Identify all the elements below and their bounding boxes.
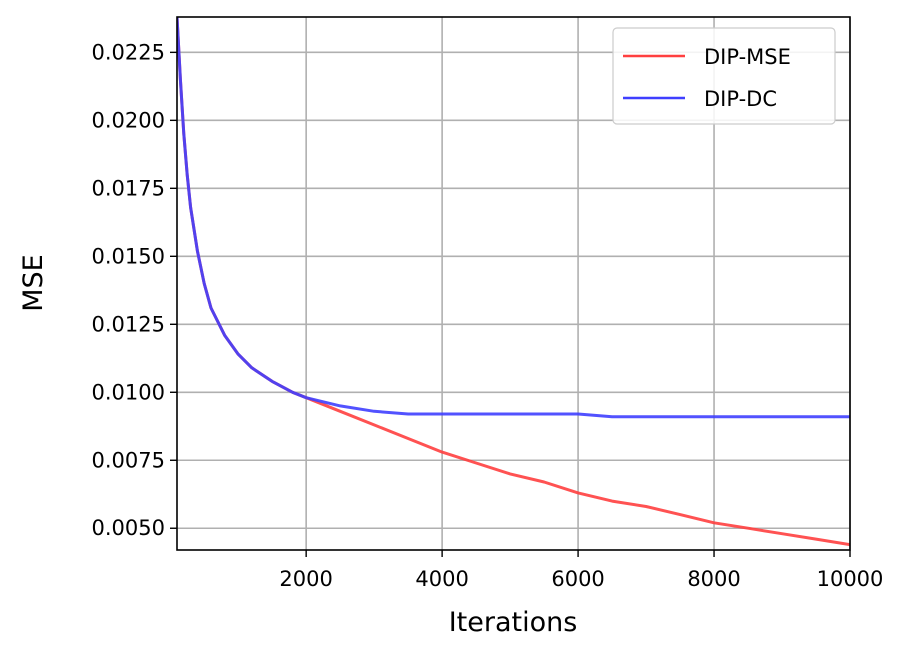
plot-frame <box>176 16 851 551</box>
x-tick-label: 8000 <box>687 567 740 591</box>
y-tick-label: 0.0125 <box>92 312 165 336</box>
x-tick-label: 10000 <box>817 567 884 591</box>
y-tick-label: 0.0150 <box>92 244 165 268</box>
x-tick-label: 4000 <box>415 567 468 591</box>
y-tick-label: 0.0225 <box>92 40 165 64</box>
x-tick-label: 2000 <box>279 567 332 591</box>
x-tick-label: 6000 <box>551 567 604 591</box>
y-tick-label: 0.0175 <box>92 176 165 200</box>
series-line-dip-dc <box>177 17 850 419</box>
legend: DIP-MSE DIP-DC <box>612 27 836 125</box>
x-axis-label: Iterations <box>449 607 578 638</box>
legend-box <box>612 27 836 125</box>
series-lines <box>177 17 850 547</box>
legend-label-dip-dc: DIP-DC <box>704 87 777 111</box>
y-axis-label: MSE <box>18 254 49 312</box>
legend-label-dip-mse: DIP-MSE <box>704 45 791 69</box>
y-tick-label: 0.0050 <box>92 516 165 540</box>
grid-lines <box>177 17 851 550</box>
x-axis-ticks: 2000 4000 6000 8000 10000 <box>279 550 883 591</box>
y-axis-ticks: 0.0050 0.0075 0.0100 0.0125 0.0150 0.0175 0.02… <box>92 40 177 540</box>
y-tick-label: 0.0100 <box>92 380 165 404</box>
y-tick-label: 0.0075 <box>92 448 165 472</box>
y-tick-label: 0.0200 <box>92 108 165 132</box>
